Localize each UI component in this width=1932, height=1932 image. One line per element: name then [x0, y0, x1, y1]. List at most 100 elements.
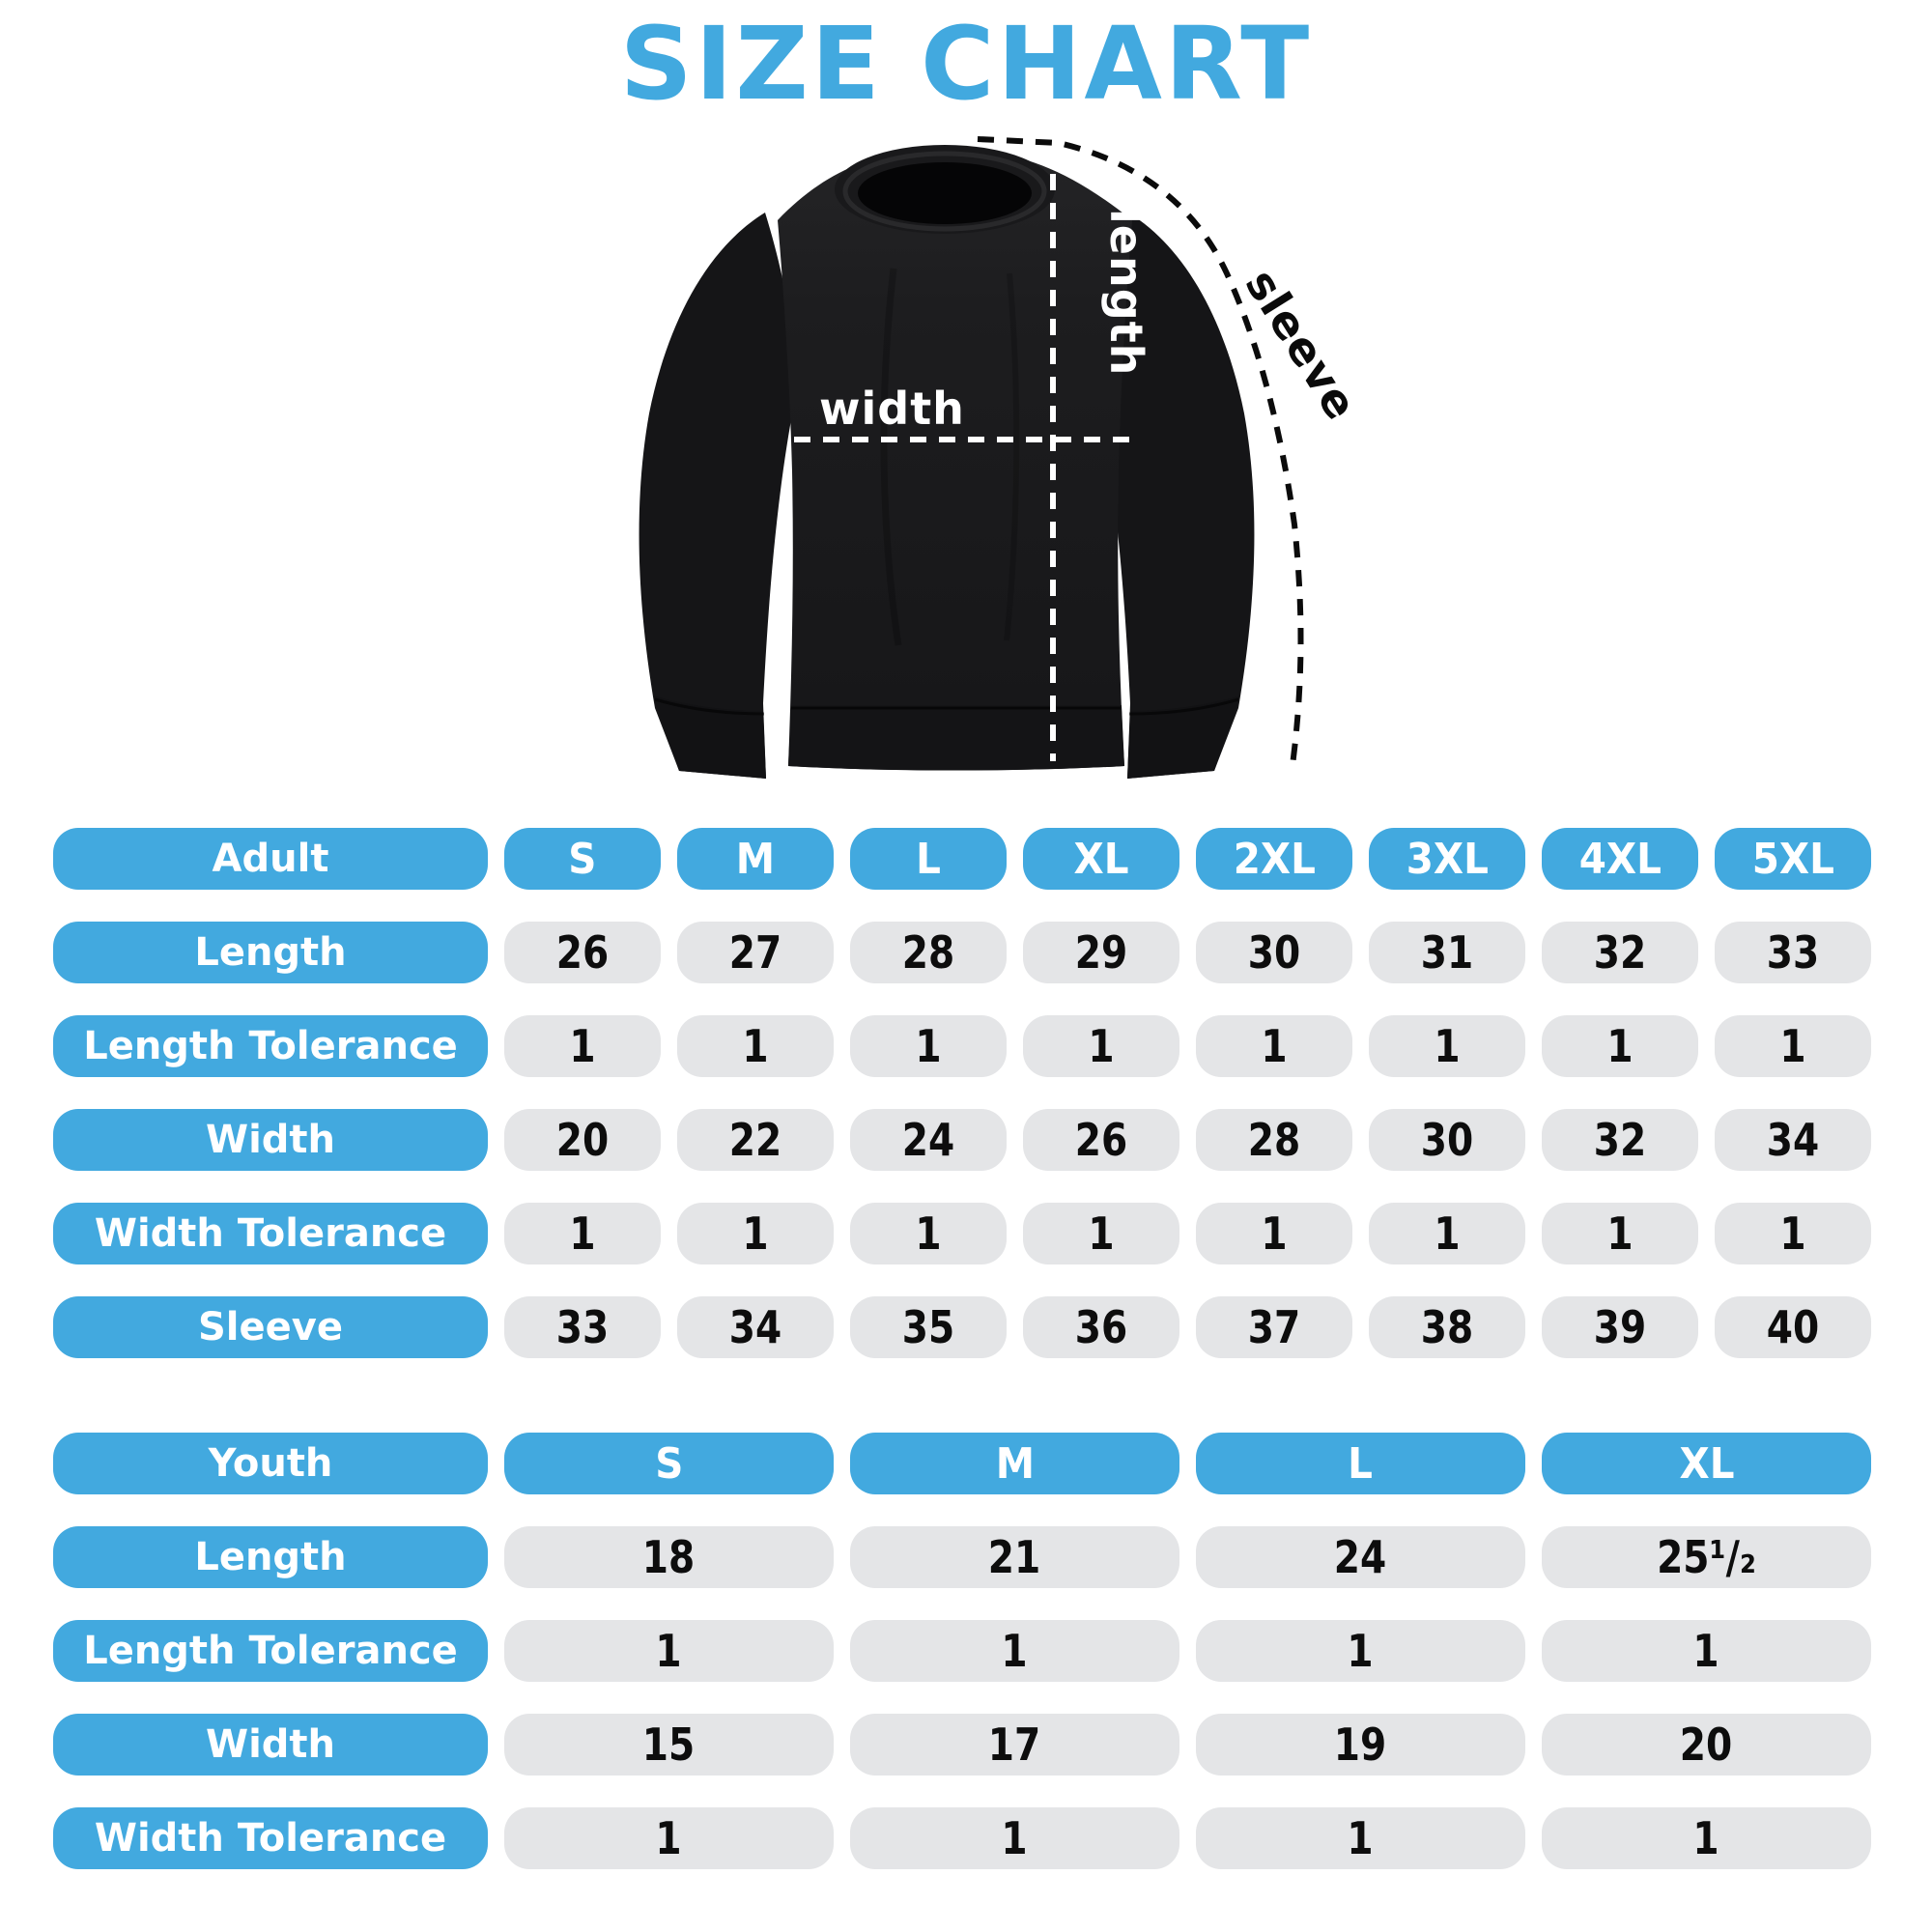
fold-line-right	[1004, 272, 1020, 641]
value-cell: 39	[1542, 1296, 1698, 1358]
row-label-cell: Length	[53, 1526, 488, 1588]
value-cell-text: 26	[555, 926, 610, 979]
value-cell-text: 1	[1779, 1020, 1806, 1072]
value-cell-text: 1	[569, 1208, 596, 1260]
value-cell: 33	[1715, 922, 1871, 983]
youth-size-table: Youth S M L XL Length 18 21 24 25¹/₂ Length Tolera…	[53, 1433, 1871, 1869]
value-cell: 24	[850, 1109, 1007, 1171]
value-cell-text: 30	[1247, 926, 1301, 979]
value-cell: 1	[1715, 1203, 1871, 1264]
value-cell: 1	[504, 1620, 834, 1682]
value-cell-text: 1	[1261, 1208, 1288, 1260]
value-cell-text: 28	[901, 926, 955, 979]
row-label-cell-text: Length Tolerance	[83, 1024, 458, 1068]
value-cell-text: 18	[642, 1531, 696, 1583]
value-cell: 1	[1196, 1620, 1525, 1682]
size-header-cell: M	[677, 828, 834, 890]
value-cell-text: 32	[1593, 926, 1647, 979]
sleeve-measure-line	[977, 136, 1304, 766]
value-cell-text: 37	[1247, 1301, 1301, 1353]
value-cell: 32	[1542, 1109, 1698, 1171]
size-header-cell: L	[850, 828, 1007, 890]
value-cell: 30	[1369, 1109, 1525, 1171]
value-cell-text: 22	[728, 1114, 782, 1166]
value-cell-text: 31	[1420, 926, 1474, 979]
value-cell-text: 1	[1434, 1208, 1461, 1260]
value-cell-text: 19	[1334, 1719, 1387, 1771]
value-cell: 1	[850, 1015, 1007, 1077]
fold-line-left	[880, 268, 902, 646]
value-cell-text: 20	[1680, 1719, 1733, 1771]
value-cell: 1	[1542, 1015, 1698, 1077]
value-cell: 36	[1023, 1296, 1179, 1358]
value-cell-text: 30	[1420, 1114, 1474, 1166]
value-cell: 1	[677, 1015, 834, 1077]
value-cell: 1	[1023, 1203, 1179, 1264]
value-cell-text: 1	[1606, 1208, 1634, 1260]
value-cell-text: 34	[1766, 1114, 1820, 1166]
right-cuff	[1127, 696, 1240, 779]
table-title-cell-text: Youth	[208, 1441, 333, 1486]
size-header-cell: XL	[1023, 828, 1179, 890]
size-header-cell-text: 5XL	[1751, 834, 1834, 884]
right-sleeve	[1097, 213, 1255, 779]
left-sleeve	[639, 213, 796, 779]
value-cell: 1	[504, 1203, 661, 1264]
value-cell: 34	[1715, 1109, 1871, 1171]
value-cell-text: 1	[1001, 1812, 1029, 1864]
value-cell: 1	[504, 1807, 834, 1869]
size-header-cell: 2XL	[1196, 828, 1352, 890]
value-cell: 22	[677, 1109, 834, 1171]
value-cell: 1	[1196, 1015, 1352, 1077]
row-label-cell-text: Width	[205, 1722, 336, 1767]
value-cell: 30	[1196, 922, 1352, 983]
row-label-cell: Width Tolerance	[53, 1807, 488, 1869]
size-header-cell-text: XL	[1678, 1438, 1735, 1489]
value-cell: 40	[1715, 1296, 1871, 1358]
row-label-cell: Sleeve	[53, 1296, 488, 1358]
value-cell: 37	[1196, 1296, 1352, 1358]
value-cell-text: 1	[1347, 1625, 1375, 1677]
size-header-cell-text: L	[916, 834, 941, 884]
value-cell: 24	[1196, 1526, 1525, 1588]
value-cell-text: 1	[1347, 1812, 1375, 1864]
size-header-cell: L	[1196, 1433, 1525, 1494]
value-cell-text: 1	[569, 1020, 596, 1072]
value-cell-text: 1	[1261, 1020, 1288, 1072]
size-header-cell-text: 4XL	[1578, 834, 1662, 884]
size-header-cell-text: 2XL	[1233, 834, 1316, 884]
value-cell: 1	[850, 1620, 1179, 1682]
value-cell-text: 1	[1434, 1020, 1461, 1072]
size-header-cell-text: 3XL	[1406, 834, 1489, 884]
value-cell: 31	[1369, 922, 1525, 983]
sweatshirt-diagram: width length sleeve	[639, 136, 1368, 779]
value-cell: 29	[1023, 922, 1179, 983]
value-cell: 20	[504, 1109, 661, 1171]
value-cell-text: 39	[1593, 1301, 1647, 1353]
value-cell: 35	[850, 1296, 1007, 1358]
size-header-cell: 3XL	[1369, 828, 1525, 890]
row-label-cell-text: Width Tolerance	[94, 1211, 447, 1256]
row-label-cell-text: Length Tolerance	[83, 1629, 458, 1673]
row-label-cell-text: Sleeve	[198, 1305, 343, 1350]
value-cell-text: 17	[988, 1719, 1041, 1771]
value-cell-text: 1	[915, 1020, 942, 1072]
value-cell: 33	[504, 1296, 661, 1358]
value-cell-text: 20	[555, 1114, 610, 1166]
size-header-cell-text: L	[1348, 1438, 1374, 1489]
size-header-cell-text: S	[568, 834, 597, 884]
value-cell: 1	[1542, 1620, 1871, 1682]
value-cell-text: 27	[728, 926, 782, 979]
value-cell: 25¹/₂	[1542, 1526, 1871, 1588]
value-cell: 1	[1369, 1015, 1525, 1077]
size-header-cell: 4XL	[1542, 828, 1698, 890]
row-label-cell: Length Tolerance	[53, 1620, 488, 1682]
value-cell-text: 1	[655, 1625, 683, 1677]
row-label-cell: Width	[53, 1109, 488, 1171]
value-cell: 1	[850, 1807, 1179, 1869]
value-cell-text: 33	[555, 1301, 610, 1353]
value-cell: 19	[1196, 1714, 1525, 1776]
value-cell-text: 1	[655, 1812, 683, 1864]
row-label-cell-text: Width Tolerance	[94, 1816, 447, 1861]
